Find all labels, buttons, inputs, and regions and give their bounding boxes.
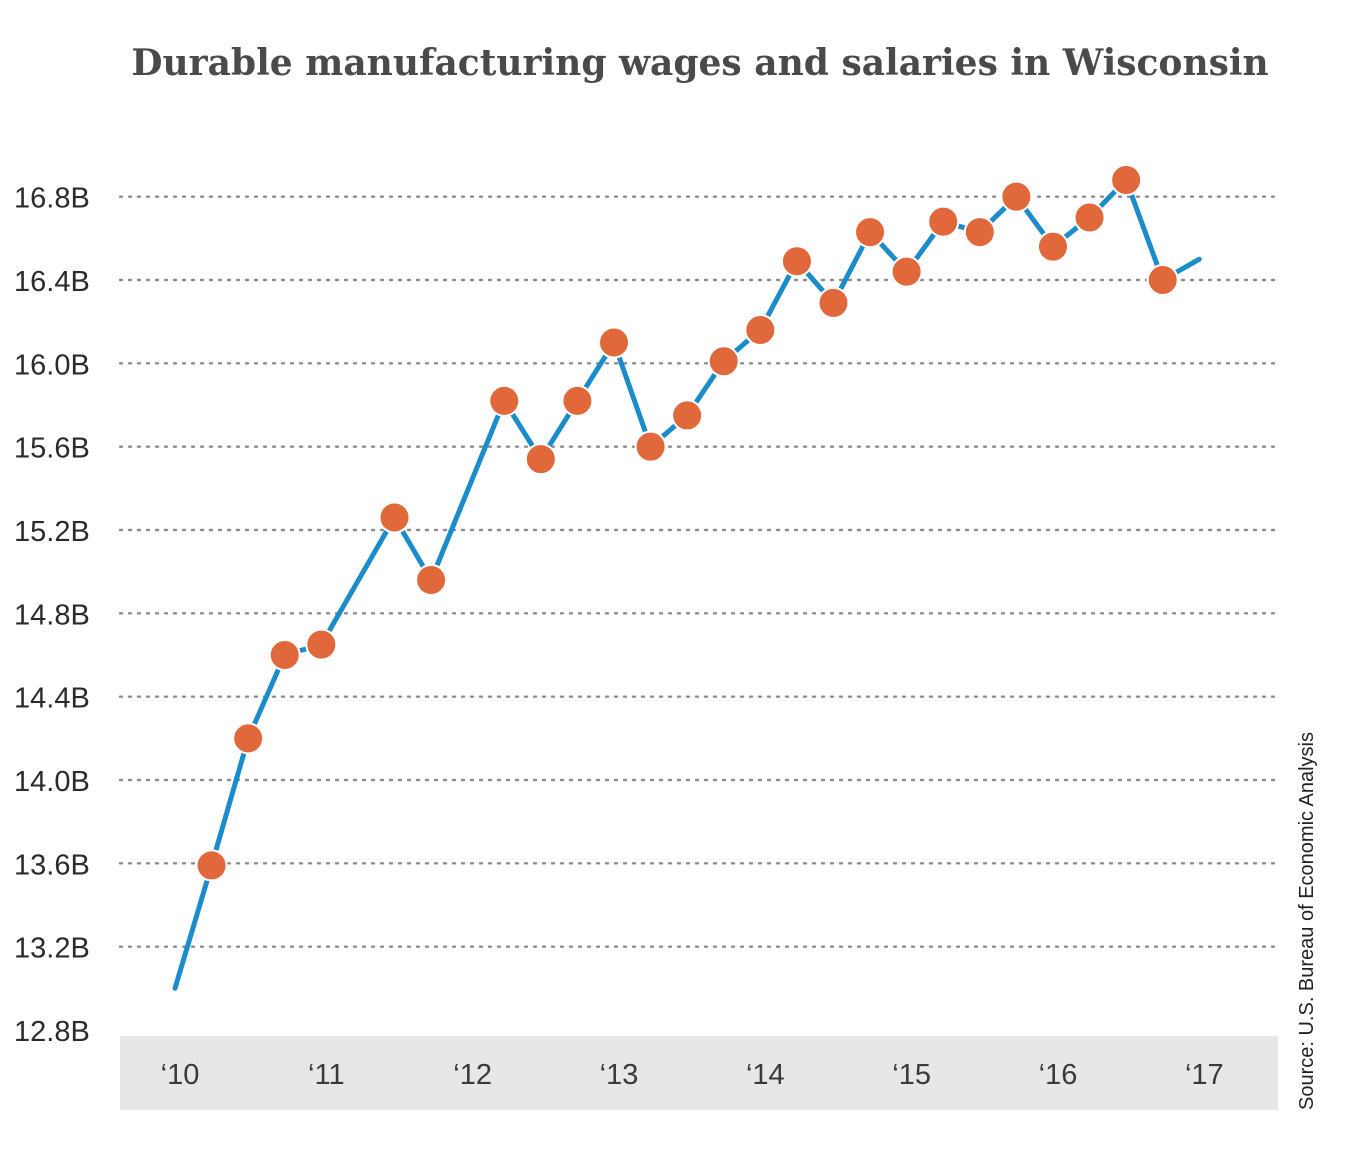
- data-point: [671, 399, 704, 432]
- y-tick-label: 14.4B: [14, 683, 90, 715]
- y-tick-label: 16.8B: [14, 183, 90, 215]
- data-point: [780, 245, 813, 278]
- data-point: [963, 216, 996, 249]
- data-point: [890, 255, 923, 288]
- data-point: [1146, 264, 1179, 297]
- y-tick-label: 13.6B: [14, 849, 90, 881]
- series-layer: [172, 164, 1202, 991]
- data-point: [524, 443, 557, 476]
- series-line: [172, 177, 1202, 991]
- data-point: [268, 639, 301, 672]
- y-axis-ticks: 12.8B 13.2B 13.6B 14.0B 14.4B 14.8B 15.2B 15.6B…: [14, 183, 90, 1048]
- x-tick-label: ‘15: [892, 1059, 931, 1091]
- x-tick-label: ‘13: [600, 1059, 639, 1091]
- data-point: [854, 216, 887, 249]
- x-tick-label: ‘17: [1185, 1059, 1224, 1091]
- x-tick-label: ‘12: [453, 1059, 492, 1091]
- y-tick-label: 14.0B: [14, 766, 90, 798]
- data-point: [707, 345, 740, 378]
- x-axis-ticks: ‘10 ‘11 ‘12 ‘13 ‘14 ‘15 ‘16 ‘17: [161, 1059, 1224, 1091]
- data-point: [1110, 164, 1143, 197]
- x-tick-label: ‘11: [308, 1059, 345, 1091]
- data-point: [1036, 230, 1069, 263]
- y-tick-label: 16.4B: [14, 266, 90, 298]
- x-tick-label: ‘16: [1039, 1059, 1078, 1091]
- data-point: [744, 314, 777, 347]
- x-tick-label: ‘10: [161, 1059, 200, 1091]
- data-point: [195, 849, 228, 882]
- data-point: [1000, 180, 1033, 213]
- y-tick-label: 16.0B: [14, 349, 90, 381]
- y-tick-label: 12.8B: [14, 1016, 90, 1048]
- data-point: [597, 326, 630, 359]
- data-point: [232, 722, 265, 755]
- x-axis-band: [120, 1036, 1278, 1110]
- data-point: [378, 501, 411, 534]
- data-point: [817, 286, 850, 319]
- source-note: Source: U.S. Bureau of Economic Analysis: [1296, 732, 1318, 1110]
- data-point: [305, 628, 338, 661]
- data-point: [561, 384, 594, 417]
- data-point: [415, 564, 448, 597]
- gridlines: [118, 195, 1282, 948]
- y-tick-label: 13.2B: [14, 933, 90, 965]
- data-point: [1073, 201, 1106, 234]
- y-tick-label: 14.8B: [14, 599, 90, 631]
- data-point: [634, 430, 667, 463]
- data-point: [927, 205, 960, 238]
- y-tick-label: 15.6B: [14, 433, 90, 465]
- y-tick-label: 15.2B: [14, 516, 90, 548]
- data-point: [488, 384, 521, 417]
- x-tick-label: ‘14: [746, 1059, 785, 1091]
- chart-title: Durable manufacturing wages and salaries…: [131, 42, 1268, 84]
